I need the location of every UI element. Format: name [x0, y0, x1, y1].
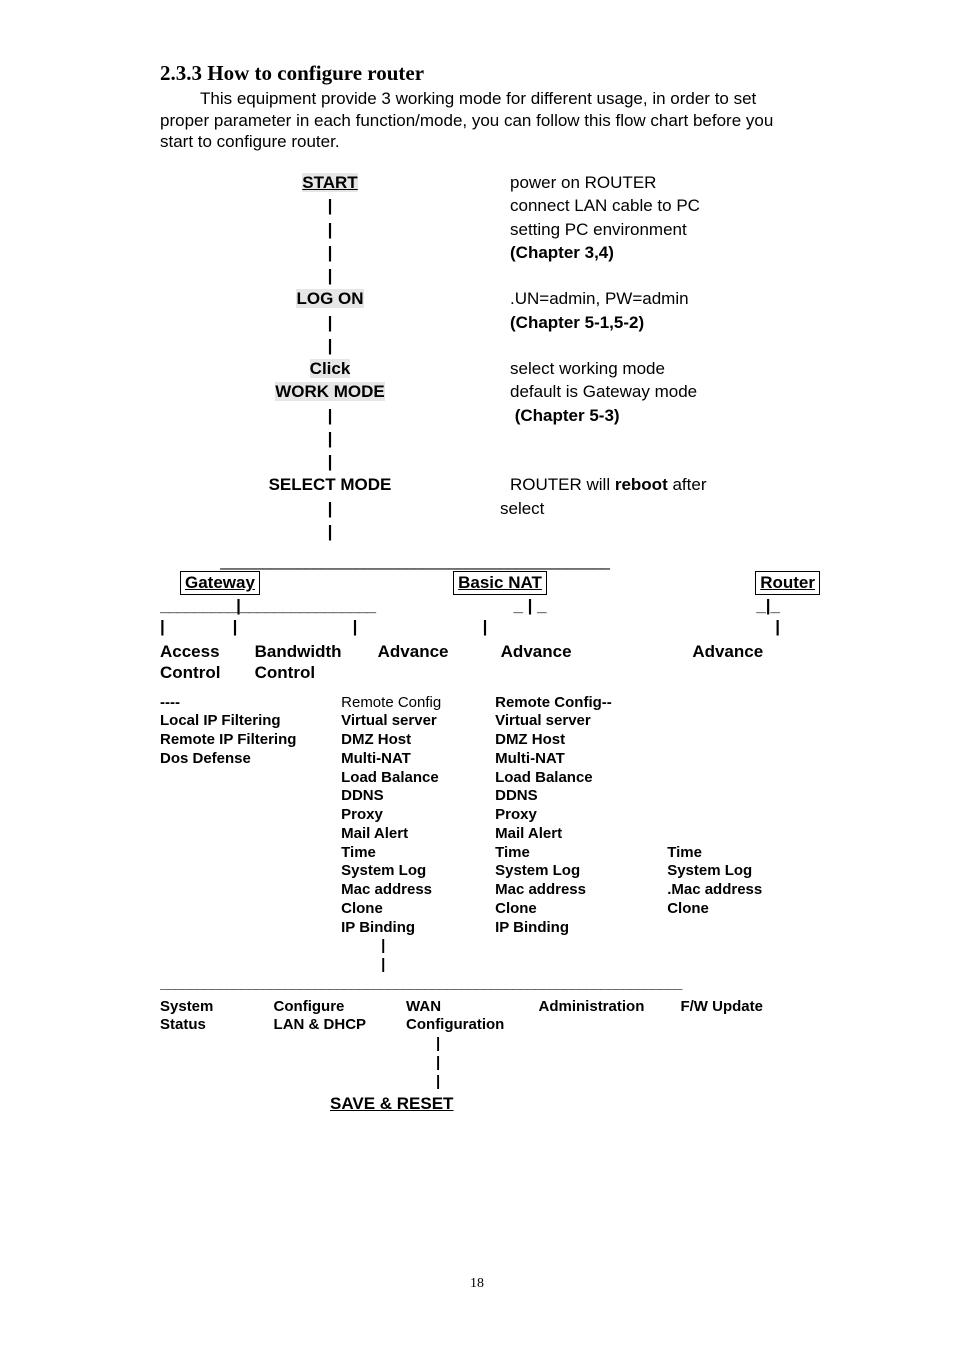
click-desc-1: select working mode: [500, 358, 794, 379]
section-heading: 2.3.3 How to configure router: [160, 60, 794, 86]
mode-connectors: _________|________________ _ | _ _|_: [160, 595, 794, 616]
start-label: START: [302, 173, 357, 192]
flow-row: |: [160, 451, 794, 472]
basicnat-box: Basic NAT: [453, 571, 547, 594]
gateway-items: ---- Local IP Filtering Remote IP Filter…: [160, 694, 341, 975]
advance-items-b: Remote Config-- Virtual server DMZ Host …: [495, 694, 667, 975]
logon-desc: .UN=admin, PW=admin: [500, 288, 794, 309]
advance-items-c: Time System Log .Mac address Clone: [667, 694, 794, 975]
items-row: ---- Local IP Filtering Remote IP Filter…: [160, 694, 794, 975]
router-box: Router: [755, 571, 820, 594]
start-desc-1: power on ROUTER: [500, 172, 794, 193]
click-label: Click: [310, 359, 351, 378]
save-reset: SAVE & RESET: [330, 1093, 794, 1114]
flow-row: | connect LAN cable to PC: [160, 195, 794, 216]
flow-row: |: [160, 265, 794, 286]
select-desc: ROUTER will reboot after: [500, 474, 794, 495]
flow-click-row: Click select working mode: [160, 358, 794, 379]
page-number: 18: [160, 1275, 794, 1293]
intro-paragraph: This equipment provide 3 working mode fo…: [160, 88, 794, 152]
click-desc-2: default is Gateway mode: [500, 381, 794, 402]
long-divider: ________________________________________…: [160, 975, 794, 994]
mode-pipes: | | | | |: [160, 616, 794, 637]
flow-row: |: [160, 428, 794, 449]
select-desc2: select: [500, 498, 794, 519]
flow-row: |: [160, 335, 794, 356]
flow-row: | (Chapter 5-3): [160, 405, 794, 426]
select-label: SELECT MODE: [269, 475, 392, 494]
flow-row: |: [160, 521, 794, 542]
flow-row: | (Chapter 5-1,5-2): [160, 312, 794, 333]
logon-chapter: (Chapter 5-1,5-2): [510, 313, 644, 332]
flow-row: | select: [160, 498, 794, 519]
flow-row: WORK MODE default is Gateway mode: [160, 381, 794, 402]
start-chapter: (Chapter 3,4): [510, 243, 614, 262]
start-desc-3: setting PC environment: [500, 219, 794, 240]
bottom-row: SystemStatus ConfigureLAN & DHCP WANConf…: [160, 998, 794, 1092]
workmode-label: WORK MODE: [275, 382, 385, 401]
flow-select-row: SELECT MODE ROUTER will reboot after: [160, 474, 794, 495]
logon-label: LOG ON: [296, 289, 363, 308]
click-chapter: (Chapter 5-3): [515, 406, 620, 425]
flow-logon-row: LOG ON .UN=admin, PW=admin: [160, 288, 794, 309]
flow-row: | setting PC environment: [160, 219, 794, 240]
start-desc-2: connect LAN cable to PC: [500, 195, 794, 216]
gateway-box: Gateway: [180, 571, 260, 594]
flow-row: | (Chapter 3,4): [160, 242, 794, 263]
modes-row: Gateway Basic NAT Router: [180, 571, 820, 594]
branch-headers: Access ControlAccessControl Bandwidth Co…: [160, 641, 794, 684]
divider: ________________________________________…: [220, 550, 760, 571]
advance-items-a: Remote Config Virtual server DMZ Host Mu…: [341, 694, 495, 975]
flow-start-row: START power on ROUTER: [160, 172, 794, 193]
